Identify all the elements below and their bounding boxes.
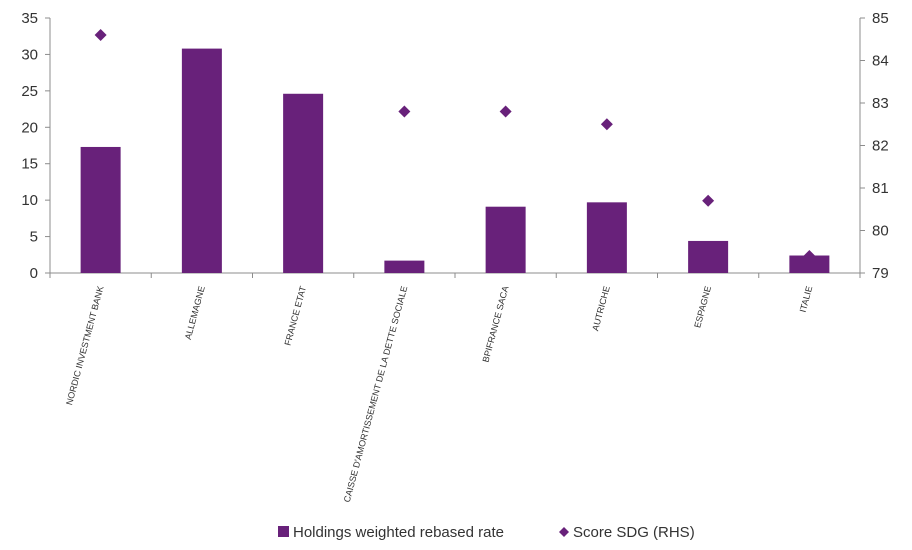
diamond-point [398, 105, 411, 118]
axes: 0 5 10 15 20 25 30 35 79 80 81 82 83 84 85 [21, 10, 888, 282]
right-tick-label: 80 [872, 223, 889, 240]
left-tick-label: 0 [30, 265, 38, 282]
diamond-point [94, 29, 107, 41]
category-label: AUTRICHE [590, 285, 612, 332]
left-tick-label: 30 [21, 46, 38, 63]
diamond-series [94, 29, 816, 262]
diamond-point [499, 105, 512, 118]
category-label: CAISSE D'AMORTISSEMENT DE LA DETTE SOCIA… [342, 285, 409, 503]
right-tick-label: 82 [872, 138, 889, 155]
bar [586, 202, 627, 273]
bar [181, 48, 222, 273]
right-tick-label: 85 [872, 10, 889, 27]
diamond-point [803, 250, 816, 262]
left-tick-label: 35 [21, 10, 38, 27]
right-tick-label: 83 [872, 95, 889, 112]
bar [384, 260, 425, 273]
legend-bar-label: Holdings weighted rebased rate [293, 524, 504, 541]
left-tick-label: 20 [21, 119, 38, 136]
category-label: NORDIC INVESTMENT BANK [64, 285, 105, 406]
bar [789, 255, 830, 273]
left-tick-label: 25 [21, 83, 38, 100]
bar [80, 146, 121, 273]
right-tick-label: 84 [872, 53, 889, 70]
category-label: ALLEMAGNE [183, 285, 207, 341]
diamond-point [702, 194, 715, 207]
category-label: ITALIE [798, 285, 815, 314]
bar-series [80, 48, 830, 274]
category-label: ESPAGNE [692, 285, 713, 329]
bar [688, 240, 729, 273]
diamond-point [600, 118, 613, 131]
category-labels: NORDIC INVESTMENT BANK ALLEMAGNE FRANCE ET… [64, 284, 814, 503]
right-tick-label: 79 [872, 265, 889, 282]
legend-diamond-label: Score SDG (RHS) [573, 524, 695, 541]
legend-bar-swatch [278, 526, 289, 537]
bar [283, 93, 324, 274]
left-tick-label: 5 [30, 229, 38, 246]
legend: Holdings weighted rebased rate Score SDG … [278, 524, 695, 541]
left-tick-label: 10 [21, 192, 38, 209]
category-label: FRANCE ETAT [283, 284, 309, 346]
left-tick-label: 15 [21, 156, 38, 173]
legend-diamond-swatch [559, 527, 569, 537]
category-label: BPIFRANCE SACA [481, 285, 511, 363]
right-tick-label: 81 [872, 180, 889, 197]
bar [485, 206, 526, 273]
